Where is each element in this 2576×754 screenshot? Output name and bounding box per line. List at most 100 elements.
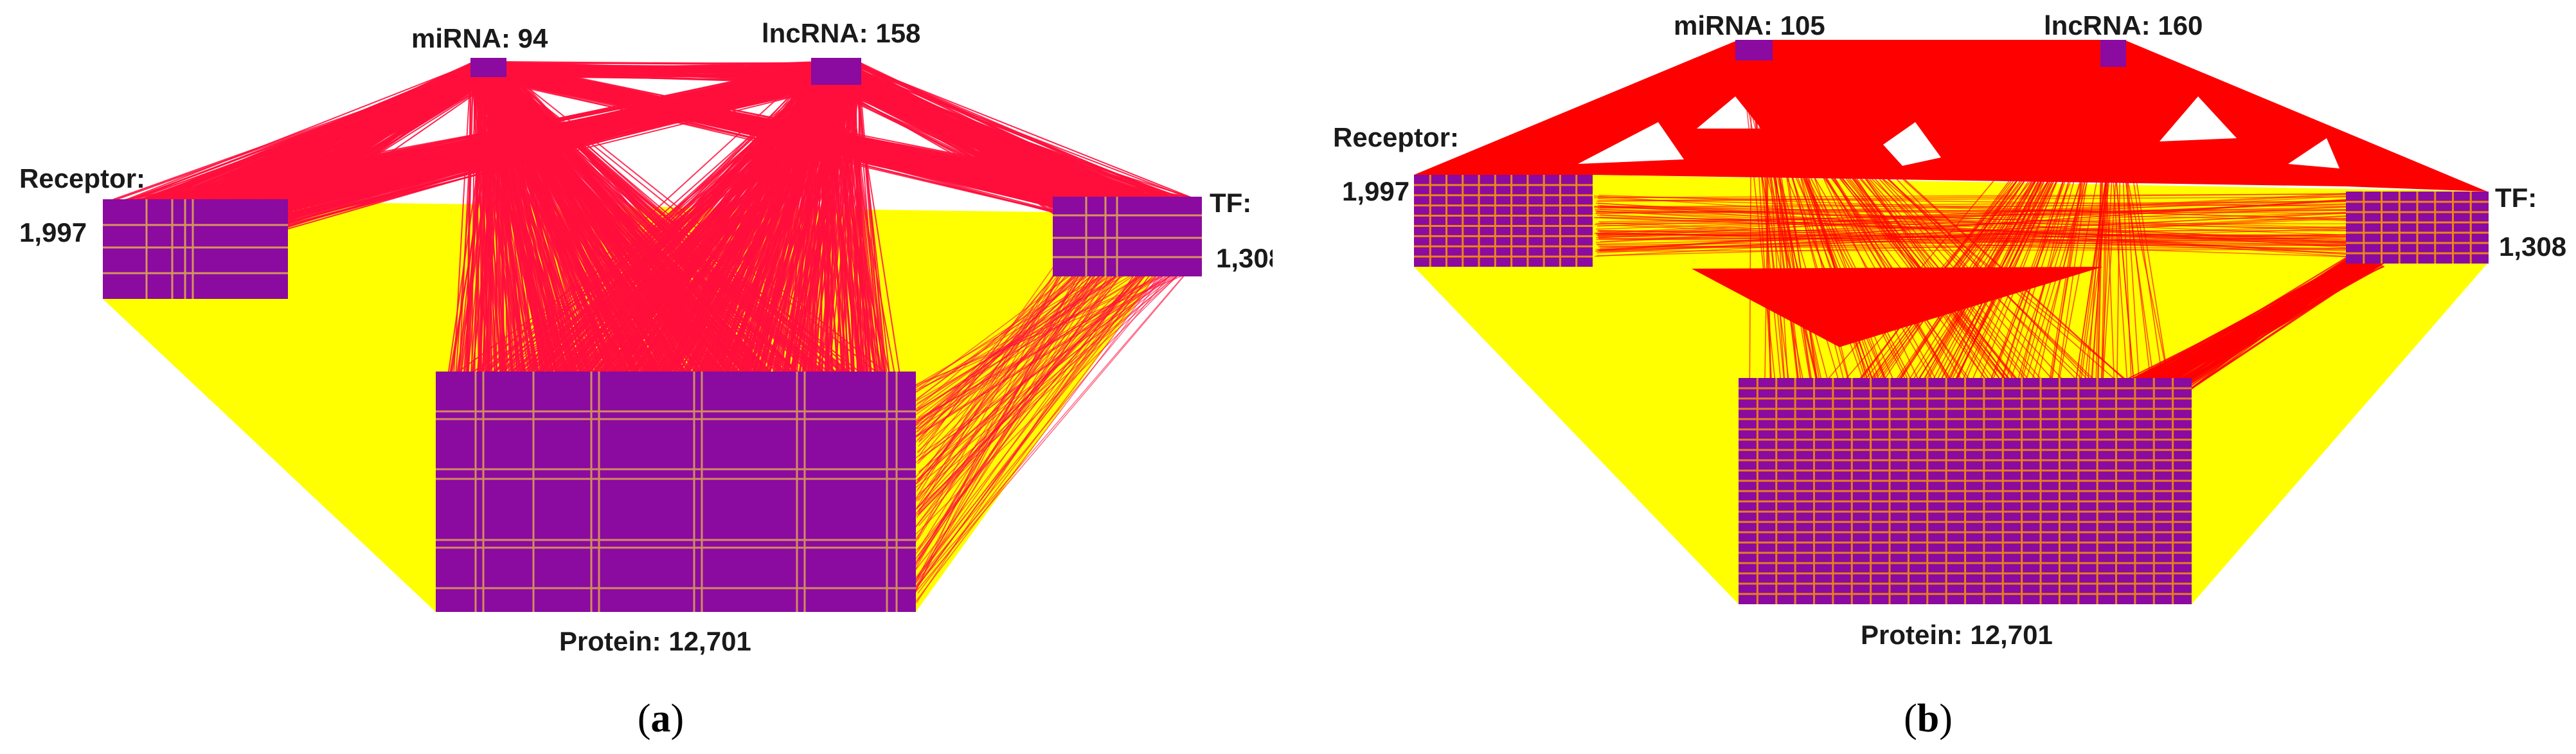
panel-b-receptor-block <box>1414 175 1593 267</box>
rna-edge <box>1740 57 1834 402</box>
rna-edge <box>494 79 855 426</box>
panel-b-node-receptor <box>1414 175 1593 267</box>
rna-edge <box>1597 210 2350 243</box>
rna-edge <box>1596 193 2349 236</box>
rna-edge <box>843 74 1086 202</box>
rna-edge <box>913 267 1158 413</box>
rna-edge <box>1598 235 2350 246</box>
tf-edge <box>2134 259 2357 383</box>
rna-edge <box>912 262 1156 574</box>
rna-edge <box>129 76 479 208</box>
rna-edge <box>916 274 1132 402</box>
panel-a-lncrna-label: lncRNA: 158 <box>762 18 920 48</box>
rna-edge <box>915 271 1086 426</box>
rna-edge <box>914 263 1186 437</box>
rna-edge <box>1595 211 2349 251</box>
panel-a-receptor-label-line2: 1,997 <box>19 217 87 247</box>
rna-edge <box>916 261 1152 485</box>
rna-edge <box>476 70 844 79</box>
tf-edge <box>2145 262 2365 390</box>
rna-edge <box>837 76 1167 208</box>
rna-edge <box>474 74 821 391</box>
panel-b-node-tf <box>2346 192 2489 264</box>
rna-edge <box>1596 198 2350 252</box>
rna-edge <box>832 62 846 383</box>
rna-edge <box>554 77 853 399</box>
rna-edge <box>1597 233 2352 244</box>
panel-b-caption: (b) <box>1904 697 1953 741</box>
rna-edge <box>915 264 1179 427</box>
rna-edge <box>830 82 1174 199</box>
rna-edge <box>450 67 472 428</box>
panel-b-red-triangle <box>1692 267 2103 347</box>
rna-edge <box>914 267 1059 501</box>
rna-edge <box>834 67 1060 211</box>
panel-b-red-hull <box>1414 40 2487 192</box>
panel-a: miRNA: 94 lncRNA: 158 Receptor: 1,997 TF… <box>19 18 1284 741</box>
rna-edge <box>1598 206 2350 224</box>
panel-a-node-receptor <box>103 199 288 299</box>
rna-edge <box>499 73 620 422</box>
rna-edge <box>914 271 1183 489</box>
rna-edge <box>1971 48 2125 428</box>
panel-b-receptor-grid <box>1414 175 1593 267</box>
rna-edge <box>1760 49 2118 440</box>
panel-b-red-upper-fan <box>1414 40 2487 192</box>
rna-edge <box>595 76 831 401</box>
panel-b-hole-2 <box>1697 96 1761 129</box>
rna-edge <box>918 264 1129 557</box>
rna-edge <box>1597 207 2347 214</box>
rna-edge <box>815 79 1146 207</box>
panel-b-node-mirna <box>1735 40 1773 60</box>
rna-edge <box>913 273 1060 598</box>
rna-edge <box>1599 244 2349 247</box>
rna-edge <box>1597 231 2348 237</box>
rna-edge <box>1600 201 2348 208</box>
rna-edge <box>841 62 1183 202</box>
panel-a-receptor-label-line1: Receptor: <box>19 163 145 193</box>
panel-a-node-lncrna <box>811 58 861 85</box>
panel-a-tf-label-line2: 1,308 <box>1216 243 1284 273</box>
rna-edge <box>452 67 812 395</box>
rna-edge <box>819 80 1132 214</box>
rna-edge <box>851 63 904 395</box>
rna-edge <box>475 74 834 82</box>
rna-edge <box>1595 215 2350 257</box>
tf-edge <box>2188 262 2380 390</box>
rna-edge <box>823 63 845 377</box>
rna-edge <box>916 269 1089 502</box>
rna-edge <box>1597 215 2351 244</box>
rna-edge <box>917 260 1142 412</box>
rna-edge <box>512 64 827 401</box>
panel-a-protein-block <box>436 372 916 612</box>
rna-edge <box>806 62 843 422</box>
panel-a-protein-label: Protein: 12,701 <box>559 626 751 656</box>
panel-b-hole-1 <box>1578 122 1684 164</box>
rna-edge <box>634 77 841 411</box>
rna-edge <box>913 271 1125 530</box>
rna-edge <box>917 265 1186 437</box>
rna-edge <box>1599 208 2348 228</box>
panel-b-protein-label: Protein: 12,701 <box>1861 620 2053 650</box>
rna-edge <box>913 270 1112 395</box>
rna-edge <box>916 267 1072 492</box>
rna-edge <box>1933 45 2122 393</box>
rna-edge <box>913 259 1098 403</box>
rna-edge <box>912 268 1140 585</box>
tf-edge <box>2144 256 2347 381</box>
panel-a-node-protein <box>436 372 916 612</box>
panel-a-tf-grid <box>1053 197 1202 276</box>
panel-b-tf-label-line2: 1,308 <box>2499 231 2566 262</box>
rna-edge <box>914 262 1195 589</box>
panel-b-mirna-block <box>1735 40 1773 60</box>
panel-b-lncrna-block <box>2100 40 2126 67</box>
rna-edge <box>444 67 503 402</box>
rna-edge <box>918 271 1110 501</box>
panel-a-tf-block <box>1053 197 1202 276</box>
rna-edge <box>1597 196 2347 208</box>
panel-a-mirna-block <box>470 58 506 77</box>
panel-b-protein-tf-edges <box>2122 256 2385 393</box>
panel-b-hole-4 <box>2160 96 2237 141</box>
panel-a-node-tf <box>1053 197 1202 276</box>
rna-edge <box>126 62 474 201</box>
